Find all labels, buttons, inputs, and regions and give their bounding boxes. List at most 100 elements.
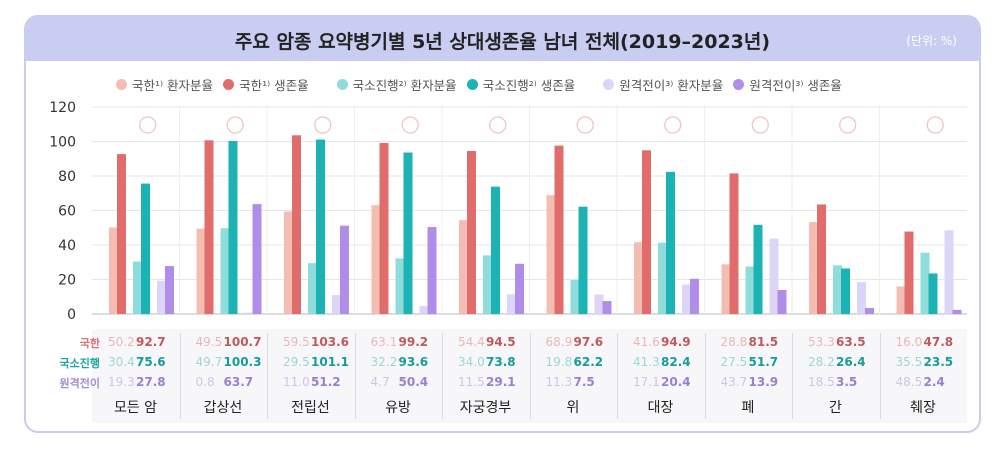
data-label: 27.8 xyxy=(136,375,166,389)
legend-swatch xyxy=(466,79,478,90)
bar-distant-survival xyxy=(427,227,437,314)
data-label: 18.5 xyxy=(808,375,835,389)
data-label: 50.2 xyxy=(108,335,135,349)
bar-local-survival xyxy=(554,145,564,314)
column-divider xyxy=(704,333,706,419)
data-label: 4.7 xyxy=(370,375,390,389)
data-label: 35.5 xyxy=(895,355,923,369)
legend-swatch xyxy=(733,79,745,90)
bar-regional-patient xyxy=(920,252,930,314)
data-label: 63.5 xyxy=(836,335,866,349)
bar-local-survival xyxy=(904,231,914,314)
bar-distant-patient xyxy=(944,230,954,314)
bar-distant-survival xyxy=(952,309,962,314)
data-label: 94.9 xyxy=(661,335,691,349)
legend-label: 국한¹⁾ 생존율 xyxy=(239,78,309,93)
legend-item-distant-patient: 원격전이³⁾ 환자분율 xyxy=(603,75,723,94)
bar-local-survival xyxy=(729,173,739,314)
data-label: 11.0 xyxy=(283,375,310,389)
bar-local-patient xyxy=(371,205,381,314)
bar-local-survival xyxy=(467,150,476,314)
bar-distant-survival xyxy=(777,290,787,314)
bar-regional-survival xyxy=(141,183,150,314)
legend-swatch xyxy=(223,79,235,90)
bar-regional-survival xyxy=(316,139,325,314)
bar-regional-survival xyxy=(228,140,238,314)
data-label: 100.3 xyxy=(223,355,262,369)
bar-regional-patient xyxy=(658,242,667,314)
data-label: 20.4 xyxy=(661,375,691,389)
column-divider xyxy=(179,333,181,419)
data-label: 29.1 xyxy=(486,375,516,389)
legend-item-local-survival: 국한¹⁾ 생존율 xyxy=(223,75,309,94)
bar-regional-survival xyxy=(753,224,763,314)
data-label: 50.4 xyxy=(398,375,429,389)
bar-local-patient xyxy=(459,220,468,314)
legend-swatch xyxy=(603,79,615,90)
data-label: 28.2 xyxy=(808,355,835,369)
data-label: 11.3 xyxy=(545,375,573,389)
bar-regional-patient xyxy=(308,263,317,314)
title-bar: 주요 암종 요약병기별 5년 상대생존율 남녀 전체(2019–2023년) (… xyxy=(26,17,979,61)
data-label: 17.1 xyxy=(633,375,660,389)
data-label: 32.2 xyxy=(370,355,398,369)
column-divider xyxy=(792,333,793,419)
lung-icon xyxy=(751,116,769,134)
data-label: 51.2 xyxy=(311,375,341,389)
data-label: 62.2 xyxy=(573,355,604,369)
bar-regional-survival xyxy=(666,171,675,314)
column-divider xyxy=(354,333,356,419)
thyroid-icon xyxy=(226,116,244,134)
bar-local-patient xyxy=(809,222,818,314)
bar-distant-survival xyxy=(165,266,174,314)
data-label: 29.5 xyxy=(283,355,310,369)
x-category-label: 자궁경부 xyxy=(459,400,512,416)
data-label: 100.7 xyxy=(223,335,262,349)
data-label: 41.6 xyxy=(633,335,660,349)
bar-distant-patient xyxy=(682,284,691,314)
bar-regional-patient xyxy=(483,255,492,314)
uterus-icon xyxy=(489,116,507,134)
y-tick-label: 120 xyxy=(49,100,76,116)
breast-icon xyxy=(401,116,419,134)
pancreas-icon xyxy=(926,116,944,134)
data-label: 68.9 xyxy=(545,335,573,349)
legend-item-local-patient: 국한¹⁾ 환자분율 xyxy=(116,75,213,94)
bar-regional-survival xyxy=(928,273,938,314)
bar-distant-patient xyxy=(157,280,166,314)
legend-item-regional-patient: 국소진행²⁾ 환자분율 xyxy=(336,75,457,94)
data-label: 34.0 xyxy=(458,355,485,369)
bar-local-survival xyxy=(292,135,301,314)
bar-distant-survival xyxy=(252,204,262,314)
x-category-label: 췌장 xyxy=(910,400,936,416)
chart-card: 주요 암종 요약병기별 5년 상대생존율 남녀 전체(2019–2023년) (… xyxy=(24,15,981,433)
data-label: 59.5 xyxy=(283,335,310,349)
data-label: 81.5 xyxy=(748,335,779,349)
bar-local-patient xyxy=(284,211,293,314)
data-label: 19.8 xyxy=(545,355,573,369)
bar-distant-survival xyxy=(515,263,524,314)
data-label: 47.8 xyxy=(923,335,954,349)
y-tick-label: 40 xyxy=(58,238,76,254)
x-category-label: 갑상선 xyxy=(203,400,243,416)
bar-regional-patient xyxy=(570,279,580,314)
data-label: 19.3 xyxy=(108,375,135,389)
data-label: 41.3 xyxy=(633,355,660,369)
column-divider xyxy=(879,333,881,419)
chart-title: 주요 암종 요약병기별 5년 상대생존율 남녀 전체(2019–2023년) xyxy=(234,31,771,53)
data-label: 3.5 xyxy=(836,375,858,389)
data-label: 73.8 xyxy=(486,355,516,369)
legend-item-regional-survival: 국소진행²⁾ 생존율 xyxy=(466,75,575,94)
bar-local-survival xyxy=(817,204,826,314)
row-label-local: 국한 xyxy=(79,337,100,350)
legend: 국한¹⁾ 환자분율 국한¹⁾ 생존율 국소진행²⁾ 환자분율 국소진행²⁾ 생존율 원격… xyxy=(116,75,870,94)
legend-swatch xyxy=(116,79,127,90)
bar-regional-patient xyxy=(220,228,230,314)
data-label: 94.5 xyxy=(486,335,516,349)
data-label: 92.7 xyxy=(136,335,166,349)
x-category-label: 전립선 xyxy=(291,400,330,416)
data-label: 103.6 xyxy=(311,335,349,349)
data-label: 13.9 xyxy=(748,375,779,389)
data-label: 99.2 xyxy=(398,335,429,349)
data-label: 23.5 xyxy=(923,355,954,369)
